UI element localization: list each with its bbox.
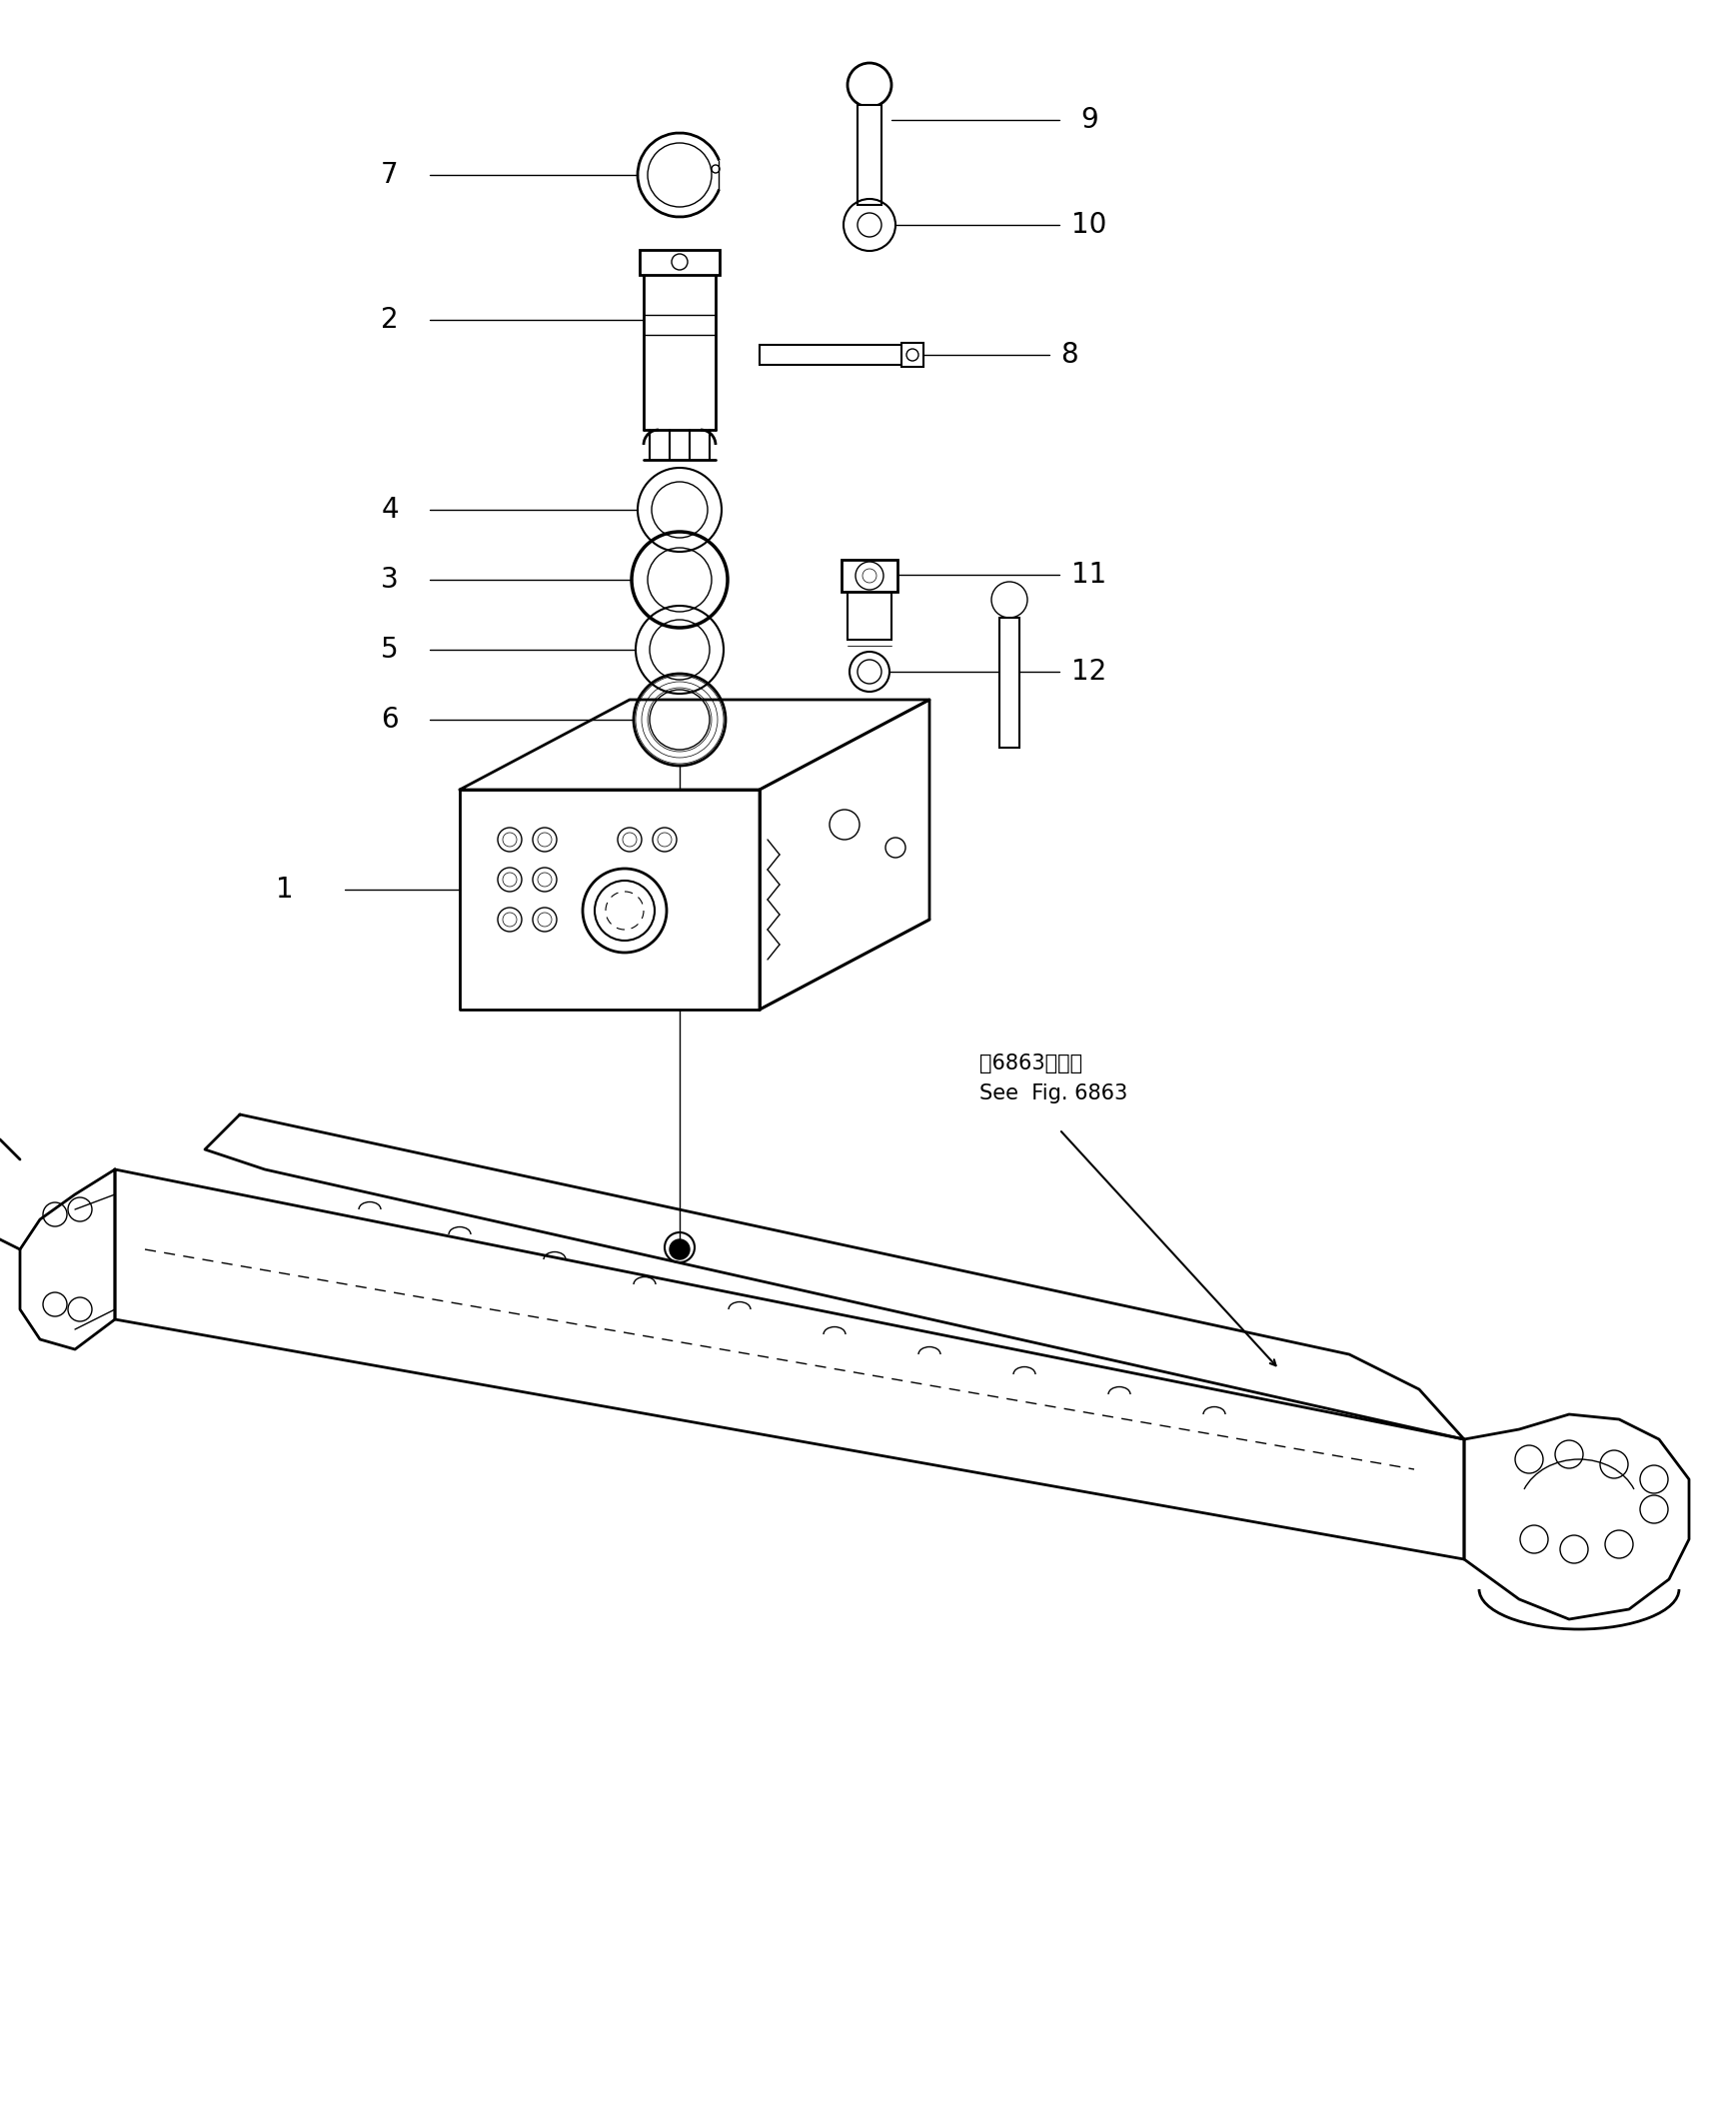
Text: See  Fig. 6863: See Fig. 6863 [979, 1084, 1128, 1104]
Circle shape [670, 1239, 689, 1260]
Bar [760, 345, 920, 366]
Bar [1000, 617, 1019, 748]
Text: 5: 5 [380, 636, 399, 664]
Circle shape [847, 63, 892, 108]
Text: 10: 10 [1071, 211, 1108, 239]
Text: 1: 1 [276, 875, 293, 903]
Bar [847, 590, 892, 641]
Text: 8: 8 [1061, 340, 1078, 368]
Bar [858, 106, 882, 205]
Text: 6: 6 [380, 706, 399, 734]
Text: 7: 7 [380, 161, 399, 188]
Text: 12: 12 [1071, 657, 1108, 685]
Text: 11: 11 [1071, 560, 1108, 588]
Text: 2: 2 [380, 307, 399, 334]
Bar [901, 342, 924, 368]
Text: 9: 9 [1080, 106, 1099, 133]
Text: 4: 4 [380, 497, 399, 524]
Bar [842, 560, 898, 592]
Bar [639, 249, 720, 275]
Text: 3: 3 [380, 567, 399, 594]
Text: 第6863図参照: 第6863図参照 [979, 1053, 1083, 1074]
